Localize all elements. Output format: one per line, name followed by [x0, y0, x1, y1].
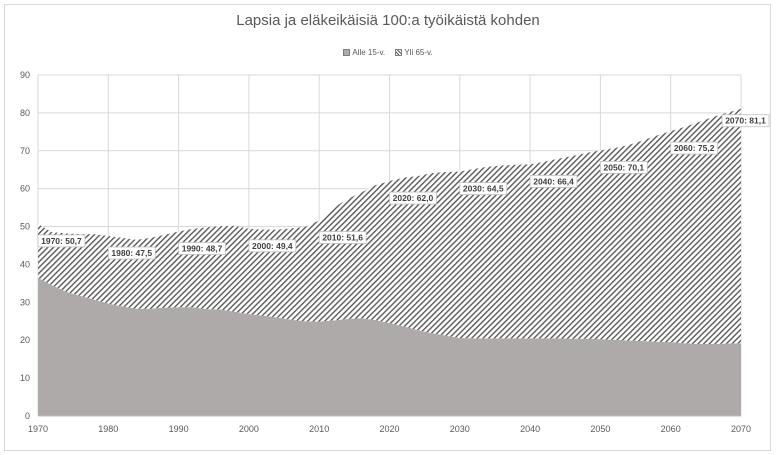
x-tick-label: 2070	[731, 424, 751, 434]
data-label: 1970: 50,7	[37, 234, 86, 248]
data-label-box	[248, 239, 297, 253]
data-label-text: 2050: 70,1	[604, 162, 645, 172]
data-label: 1980: 47,5	[107, 246, 156, 260]
area-under-15	[38, 277, 741, 416]
legend-swatch-over-65	[395, 49, 403, 56]
data-label: 2000: 49,4	[248, 239, 297, 253]
data-label-text: 2030: 64,5	[463, 184, 504, 194]
chart-legend: Alle 15-v. Yli 65-v.	[0, 48, 776, 57]
x-tick-label: 2050	[590, 424, 610, 434]
y-tick-label: 20	[20, 335, 30, 345]
y-tick-label: 90	[20, 70, 30, 80]
data-label-text: 2020: 62,0	[393, 193, 434, 203]
y-tick-label: 0	[25, 411, 30, 421]
y-tick-label: 30	[20, 297, 30, 307]
data-label-text: 2000: 49,4	[252, 241, 293, 251]
x-tick-label: 2040	[520, 424, 540, 434]
data-label-box	[670, 141, 719, 155]
data-label: 2060: 75,2	[670, 141, 719, 155]
x-tick-label: 1980	[98, 424, 118, 434]
area-layer	[38, 108, 741, 416]
legend-label-over-65: Yli 65-v.	[404, 48, 433, 57]
data-label-box	[529, 175, 578, 188]
x-tick-label: 2010	[309, 424, 329, 434]
legend-swatch-under-15	[343, 49, 351, 56]
data-label-text: 2040: 66,4	[533, 176, 574, 186]
data-label: 2070: 81,1	[721, 114, 770, 128]
chart-title: Lapsia ja eläkeikäisiä 100:a työikäistä …	[236, 12, 540, 29]
legend-item-under-15: Alle 15-v.	[343, 48, 385, 57]
data-label-text: 1970: 50,7	[41, 236, 82, 246]
x-tick-label: 2020	[379, 424, 399, 434]
data-label-text: 1980: 47,5	[111, 248, 152, 258]
y-tick-label: 50	[20, 222, 30, 232]
y-tick-label: 80	[20, 108, 30, 118]
x-tick-label: 1990	[169, 424, 189, 434]
data-label: 1990: 48,7	[178, 242, 226, 255]
data-label: 2010: 51,6	[318, 231, 367, 244]
data-label-box	[459, 182, 508, 196]
data-label-box	[318, 231, 367, 244]
data-label-box	[389, 191, 437, 205]
data-label: 2020: 62,0	[389, 191, 437, 205]
data-label: 2050: 70,1	[600, 160, 648, 174]
data-label-text: 2010: 51,6	[322, 232, 363, 242]
data-label-box	[178, 242, 226, 255]
x-tick-label: 2000	[239, 424, 259, 434]
y-tick-label: 10	[20, 373, 30, 383]
data-label: 2030: 64,5	[459, 182, 508, 196]
legend-item-over-65: Yli 65-v.	[395, 48, 433, 57]
y-tick-label: 70	[20, 146, 30, 156]
data-label-box	[37, 234, 86, 248]
y-tick-label: 60	[20, 184, 30, 194]
data-label-text: 1990: 48,7	[182, 243, 223, 253]
legend-label-under-15: Alle 15-v.	[352, 48, 386, 57]
data-label-box	[107, 246, 156, 260]
data-labels: 1970: 50,7 1980: 47,5 1990: 48,7 2000: 49,4…	[37, 114, 770, 260]
x-tick-label: 2060	[661, 424, 681, 434]
data-label-text: 2070: 81,1	[725, 116, 766, 126]
y-tick-label: 40	[20, 259, 30, 269]
data-label: 2040: 66,4	[529, 175, 578, 188]
x-tick-label: 1970	[28, 424, 48, 434]
data-label-box	[600, 160, 648, 174]
area-over-65	[38, 108, 741, 345]
data-label-text: 2060: 75,2	[674, 143, 715, 153]
data-label-box	[721, 114, 770, 128]
x-tick-label: 2030	[450, 424, 470, 434]
